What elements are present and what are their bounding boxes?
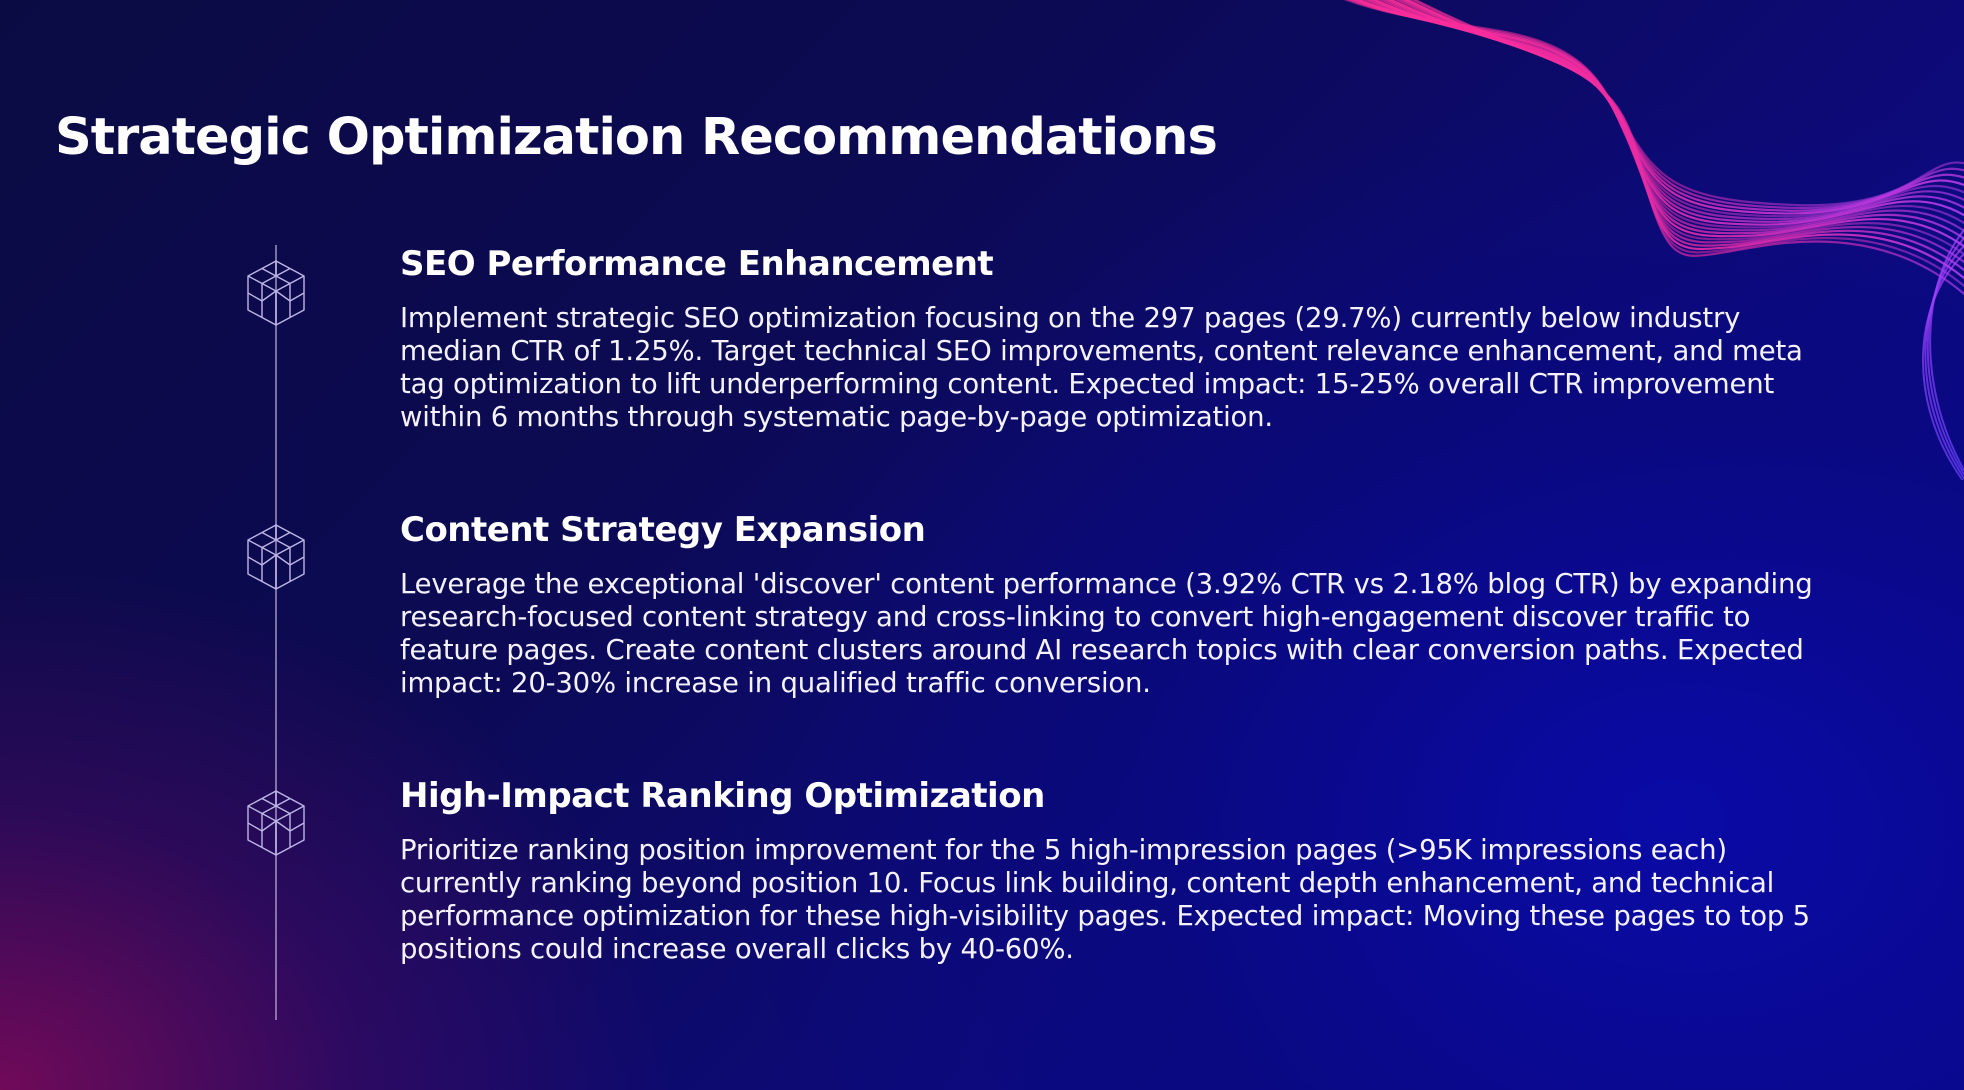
geometric-cube-icon <box>247 524 305 590</box>
page-title: Strategic Optimization Recommendations <box>55 108 1218 167</box>
wave-line <box>1392 0 1964 256</box>
decorative-wave-lines <box>1344 0 1964 480</box>
geometric-cube-icon <box>247 260 305 326</box>
geometric-cube-icon <box>247 790 305 856</box>
recommendation-body: Leverage the exceptional 'discover' cont… <box>400 568 1813 699</box>
wave-line <box>1924 245 1964 479</box>
recommendation-heading: SEO Performance Enhancement <box>400 244 994 284</box>
recommendation-body: Prioritize ranking position improvement … <box>400 834 1810 965</box>
wave-line <box>1352 0 1964 212</box>
recommendation-heading: Content Strategy Expansion <box>400 510 926 550</box>
recommendation-item: High-Impact Ranking Optimization Priorit… <box>400 776 1820 966</box>
recommendation-item: Content Strategy Expansion Leverage the … <box>400 510 1820 700</box>
recommendation-body: Implement strategic SEO optimization foc… <box>400 302 1803 433</box>
timeline-line <box>275 245 277 1020</box>
wave-line <box>1922 253 1964 480</box>
wave-line <box>1384 0 1964 240</box>
recommendation-item: SEO Performance Enhancement Implement st… <box>400 244 1820 434</box>
wave-line <box>1360 0 1964 218</box>
wave-line <box>1348 0 1964 209</box>
wave-line <box>1929 229 1964 471</box>
wave-line <box>1356 0 1964 215</box>
wave-line <box>1926 237 1964 475</box>
recommendation-heading: High-Impact Ranking Optimization <box>400 776 1045 816</box>
wave-line <box>1412 0 1964 296</box>
